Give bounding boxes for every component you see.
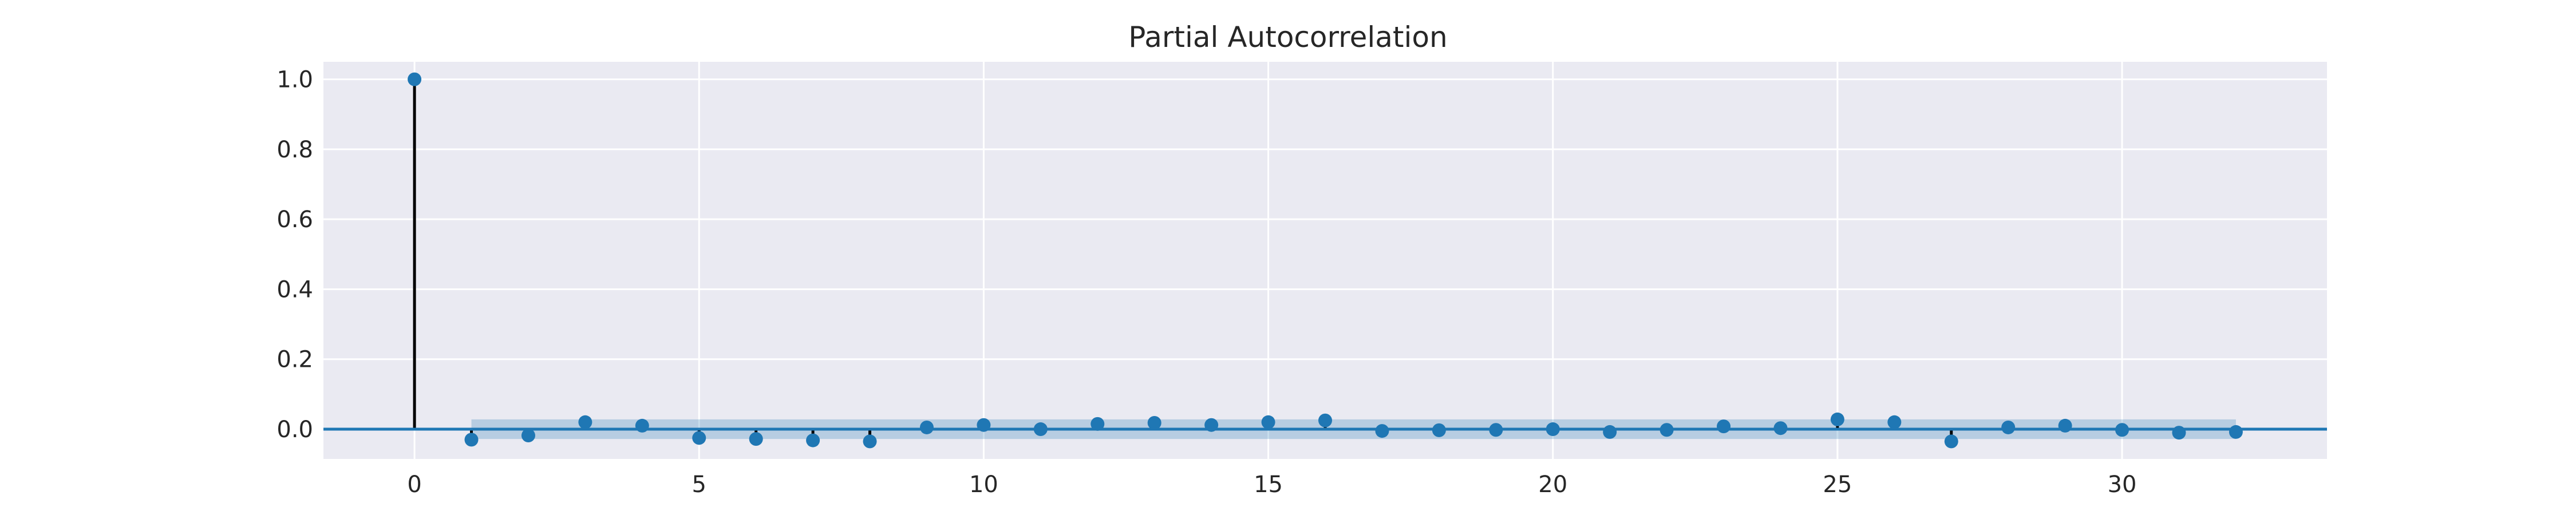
data-point [1261,415,1275,429]
data-point [521,429,535,443]
y-tick-label: 0.4 [276,276,313,303]
x-tick-label: 5 [692,472,706,498]
data-point [977,418,991,432]
data-point [635,418,649,433]
x-tick-label: 10 [969,472,998,498]
data-point [1318,413,1332,427]
data-point [578,415,592,429]
data-point [2172,426,2186,440]
chart-title: Partial Autocorrelation [1128,21,1447,54]
data-point [2058,418,2072,433]
x-tick-labels: 0 5 10 15 20 25 30 [407,472,2136,498]
x-tick-label: 25 [1823,472,1852,498]
y-tick-label: 1.0 [276,67,313,93]
data-point [1147,416,1161,430]
data-point [2115,423,2129,437]
data-point [1546,422,1560,437]
y-tick-labels: 0.0 0.2 0.4 0.6 0.8 1.0 [276,67,313,443]
x-tick-label: 30 [2108,472,2137,498]
x-tick-label: 0 [407,472,421,498]
data-point [1603,425,1617,439]
data-point [1204,418,1219,432]
data-point [1432,423,1446,437]
data-point [1091,417,1105,431]
data-point [2001,420,2016,434]
y-tick-label: 0.8 [276,137,313,163]
data-point [806,433,820,447]
plot-area [323,62,2327,459]
data-point [2229,425,2243,439]
grid-lines [323,62,2327,459]
y-tick-label: 0.0 [276,417,313,443]
data-point [408,72,422,86]
data-markers [408,72,2243,449]
x-tick-label: 15 [1254,472,1283,498]
data-point [749,432,763,446]
data-point [919,420,934,434]
data-point [692,431,706,445]
data-point [464,433,479,447]
data-point [1830,412,1844,426]
data-point [1660,423,1674,437]
data-point [1375,424,1389,438]
y-tick-label: 0.6 [276,207,313,233]
y-tick-label: 0.2 [276,347,313,373]
data-point [1944,434,1958,449]
data-point [1489,423,1503,437]
data-point [1773,421,1788,435]
x-tick-label: 20 [1538,472,1567,498]
data-point [1033,422,1048,437]
data-point [1717,419,1731,434]
data-point [1887,415,1902,429]
data-point [863,434,877,449]
